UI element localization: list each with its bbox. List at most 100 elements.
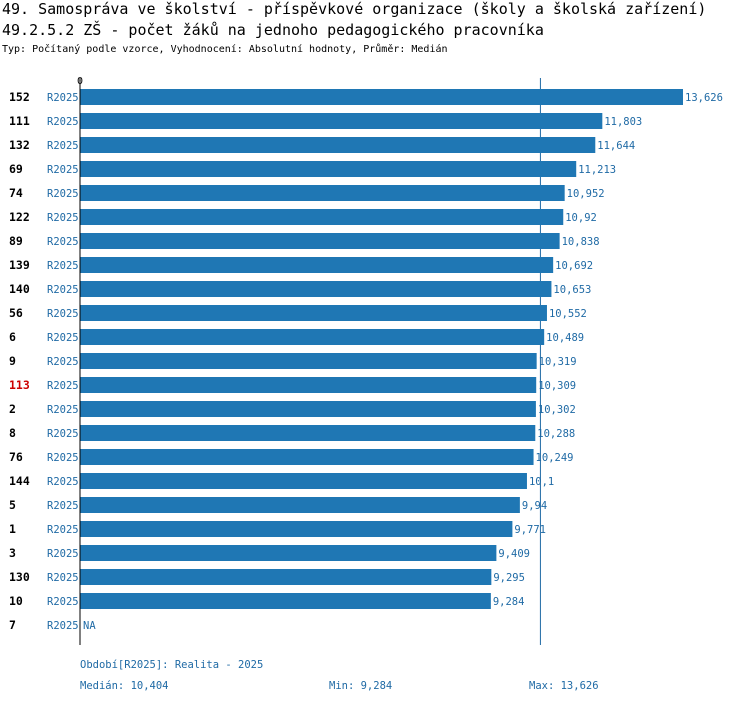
bar: [80, 281, 552, 297]
value-label: 11,803: [604, 116, 642, 128]
series-label: R2025: [47, 548, 79, 560]
series-label: R2025: [47, 212, 79, 224]
footer-median: Medián: 10,404: [80, 680, 169, 692]
value-label: NA: [83, 620, 96, 632]
series-label: R2025: [47, 428, 79, 440]
bar: [80, 497, 520, 513]
value-label: 10,653: [553, 284, 591, 296]
category-label: 122: [9, 210, 30, 224]
series-label: R2025: [47, 308, 79, 320]
bar: [80, 401, 536, 417]
series-label: R2025: [47, 92, 79, 104]
series-label: R2025: [47, 332, 79, 344]
series-label: R2025: [47, 284, 79, 296]
value-label: 11,644: [597, 140, 635, 152]
series-label: R2025: [47, 260, 79, 272]
value-label: 9,284: [493, 596, 525, 608]
series-label: R2025: [47, 476, 79, 488]
bar: [80, 473, 527, 489]
chart-info: Typ: Počítaný podle vzorce, Vyhodnocení:…: [2, 44, 448, 55]
value-label: 10,92: [565, 212, 597, 224]
bar: [80, 569, 492, 585]
chart-title: 49. Samospráva ve školství - příspěvkové…: [2, 0, 707, 18]
category-label: 130: [9, 570, 30, 584]
category-label: 7: [9, 618, 16, 632]
series-label: R2025: [47, 164, 79, 176]
category-label: 74: [9, 186, 23, 200]
category-label: 5: [9, 498, 16, 512]
category-label: 10: [9, 594, 23, 608]
series-label: R2025: [47, 188, 79, 200]
value-label: 10,838: [562, 236, 600, 248]
value-label: 10,489: [546, 332, 584, 344]
value-label: 11,213: [578, 164, 616, 176]
series-label: R2025: [47, 116, 79, 128]
bar: [80, 329, 545, 345]
category-label: 8: [9, 426, 16, 440]
series-label: R2025: [47, 404, 79, 416]
series-label: R2025: [47, 380, 79, 392]
value-label: 9,94: [522, 500, 547, 512]
series-label: R2025: [47, 356, 79, 368]
bar: [80, 113, 603, 129]
value-label: 10,288: [537, 428, 575, 440]
series-label: R2025: [47, 140, 79, 152]
series-label: R2025: [47, 620, 79, 632]
category-label: 144: [9, 474, 30, 488]
category-label: 9: [9, 354, 16, 368]
value-label: 10,319: [539, 356, 577, 368]
series-label: R2025: [47, 596, 79, 608]
value-label: 10,1: [529, 476, 554, 488]
bar: [80, 257, 554, 273]
chart-subtitle: 49.2.5.2 ZŠ - počet žáků na jednoho peda…: [2, 21, 544, 39]
bar: [80, 137, 596, 153]
category-label: 132: [9, 138, 30, 152]
category-label: 140: [9, 282, 30, 296]
category-label: 56: [9, 306, 23, 320]
value-label: 13,626: [685, 92, 723, 104]
value-label: 10,309: [538, 380, 576, 392]
category-label: 113: [9, 378, 30, 392]
bar: [80, 305, 547, 321]
series-label: R2025: [47, 452, 79, 464]
footer-period: Období[R2025]: Realita - 2025: [80, 659, 264, 671]
category-label: 2: [9, 402, 16, 416]
x-tick-label: 0: [77, 76, 83, 87]
bar: [80, 89, 683, 105]
category-label: 3: [9, 546, 16, 560]
bar: [80, 233, 560, 249]
value-label: 10,692: [555, 260, 593, 272]
bar: [80, 545, 497, 561]
category-label: 76: [9, 450, 23, 464]
category-label: 69: [9, 162, 23, 176]
category-label: 139: [9, 258, 30, 272]
bar: [80, 377, 537, 393]
bar: [80, 353, 537, 369]
value-label: 9,771: [514, 524, 546, 536]
value-label: 10,552: [549, 308, 587, 320]
value-label: 9,409: [498, 548, 530, 560]
value-label: 10,249: [536, 452, 574, 464]
bar: [80, 593, 491, 609]
series-label: R2025: [47, 572, 79, 584]
category-label: 6: [9, 330, 16, 344]
value-label: 10,952: [567, 188, 605, 200]
bar: [80, 521, 513, 537]
series-label: R2025: [47, 236, 79, 248]
category-label: 1: [9, 522, 16, 536]
bar: [80, 185, 565, 201]
bar: [80, 209, 564, 225]
series-label: R2025: [47, 500, 79, 512]
footer-min: Min: 9,284: [329, 680, 393, 692]
bar: [80, 161, 577, 177]
category-label: 111: [9, 114, 30, 128]
footer-max: Max: 13,626: [529, 680, 599, 692]
category-label: 152: [9, 90, 30, 104]
value-label: 9,295: [493, 572, 525, 584]
category-label: 89: [9, 234, 23, 248]
bar: [80, 425, 536, 441]
value-label: 10,302: [538, 404, 576, 416]
series-label: R2025: [47, 524, 79, 536]
bar: [80, 449, 534, 465]
